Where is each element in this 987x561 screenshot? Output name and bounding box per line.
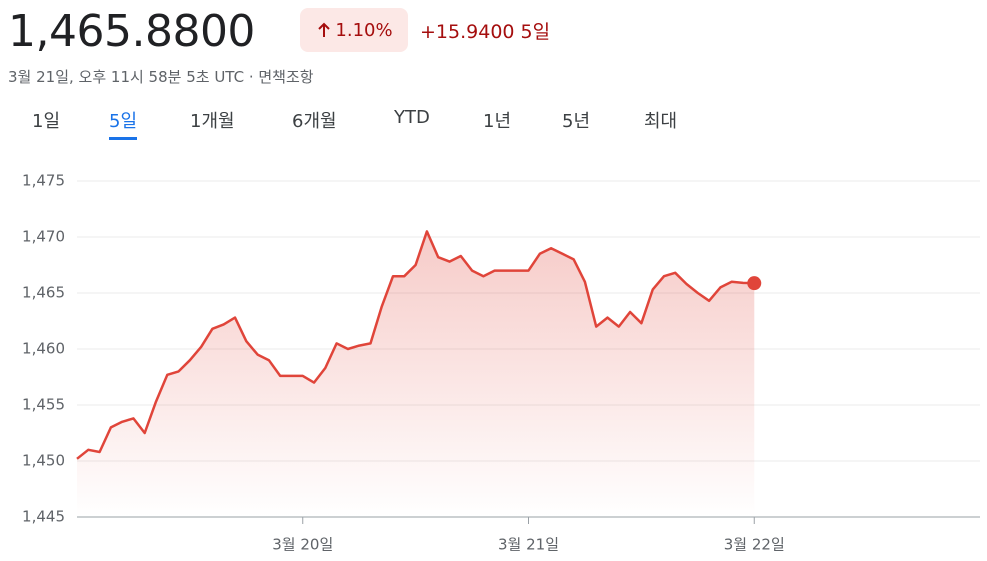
change-percent: 1.10%	[335, 19, 393, 41]
y-tick-label: 1,445	[22, 508, 65, 526]
price: 1,465.8800	[8, 6, 255, 57]
change-percent-badge: 1.10%	[300, 8, 408, 52]
line	[76, 230, 755, 460]
x-tick-label: 3월 21일	[498, 536, 559, 554]
range-tab[interactable]: 최대	[644, 111, 678, 132]
range-tab[interactable]: 1개월	[190, 111, 235, 132]
y-tick-label: 1,460	[22, 340, 65, 358]
timestamp: 3월 21일, 오후 11시 58분 5초 UTC · 면책조항	[8, 68, 314, 86]
range-tab[interactable]: YTD	[394, 107, 430, 128]
change-period: 5일	[520, 21, 551, 43]
y-tick-label: 1,455	[22, 396, 65, 414]
last-point	[747, 276, 762, 291]
range-tab[interactable]: 5일	[109, 107, 138, 140]
y-tick-label: 1,465	[22, 284, 65, 302]
x-tick-label: 3월 20일	[272, 536, 333, 554]
y-tick-label: 1,470	[22, 228, 65, 246]
range-tab[interactable]: 6개월	[292, 111, 337, 132]
range-tab[interactable]: 5년	[562, 111, 591, 132]
y-tick-label: 1,475	[22, 172, 65, 190]
range-tab[interactable]: 1년	[483, 111, 512, 132]
change: +15.9400 5일	[420, 17, 550, 44]
range-tab[interactable]: 1일	[32, 111, 61, 132]
area	[77, 231, 755, 517]
up-arrow-icon	[318, 22, 331, 37]
y-tick-label: 1,450	[22, 452, 65, 470]
x-tick-label: 3월 22일	[724, 536, 785, 554]
change-value: +15.9400	[420, 21, 515, 43]
